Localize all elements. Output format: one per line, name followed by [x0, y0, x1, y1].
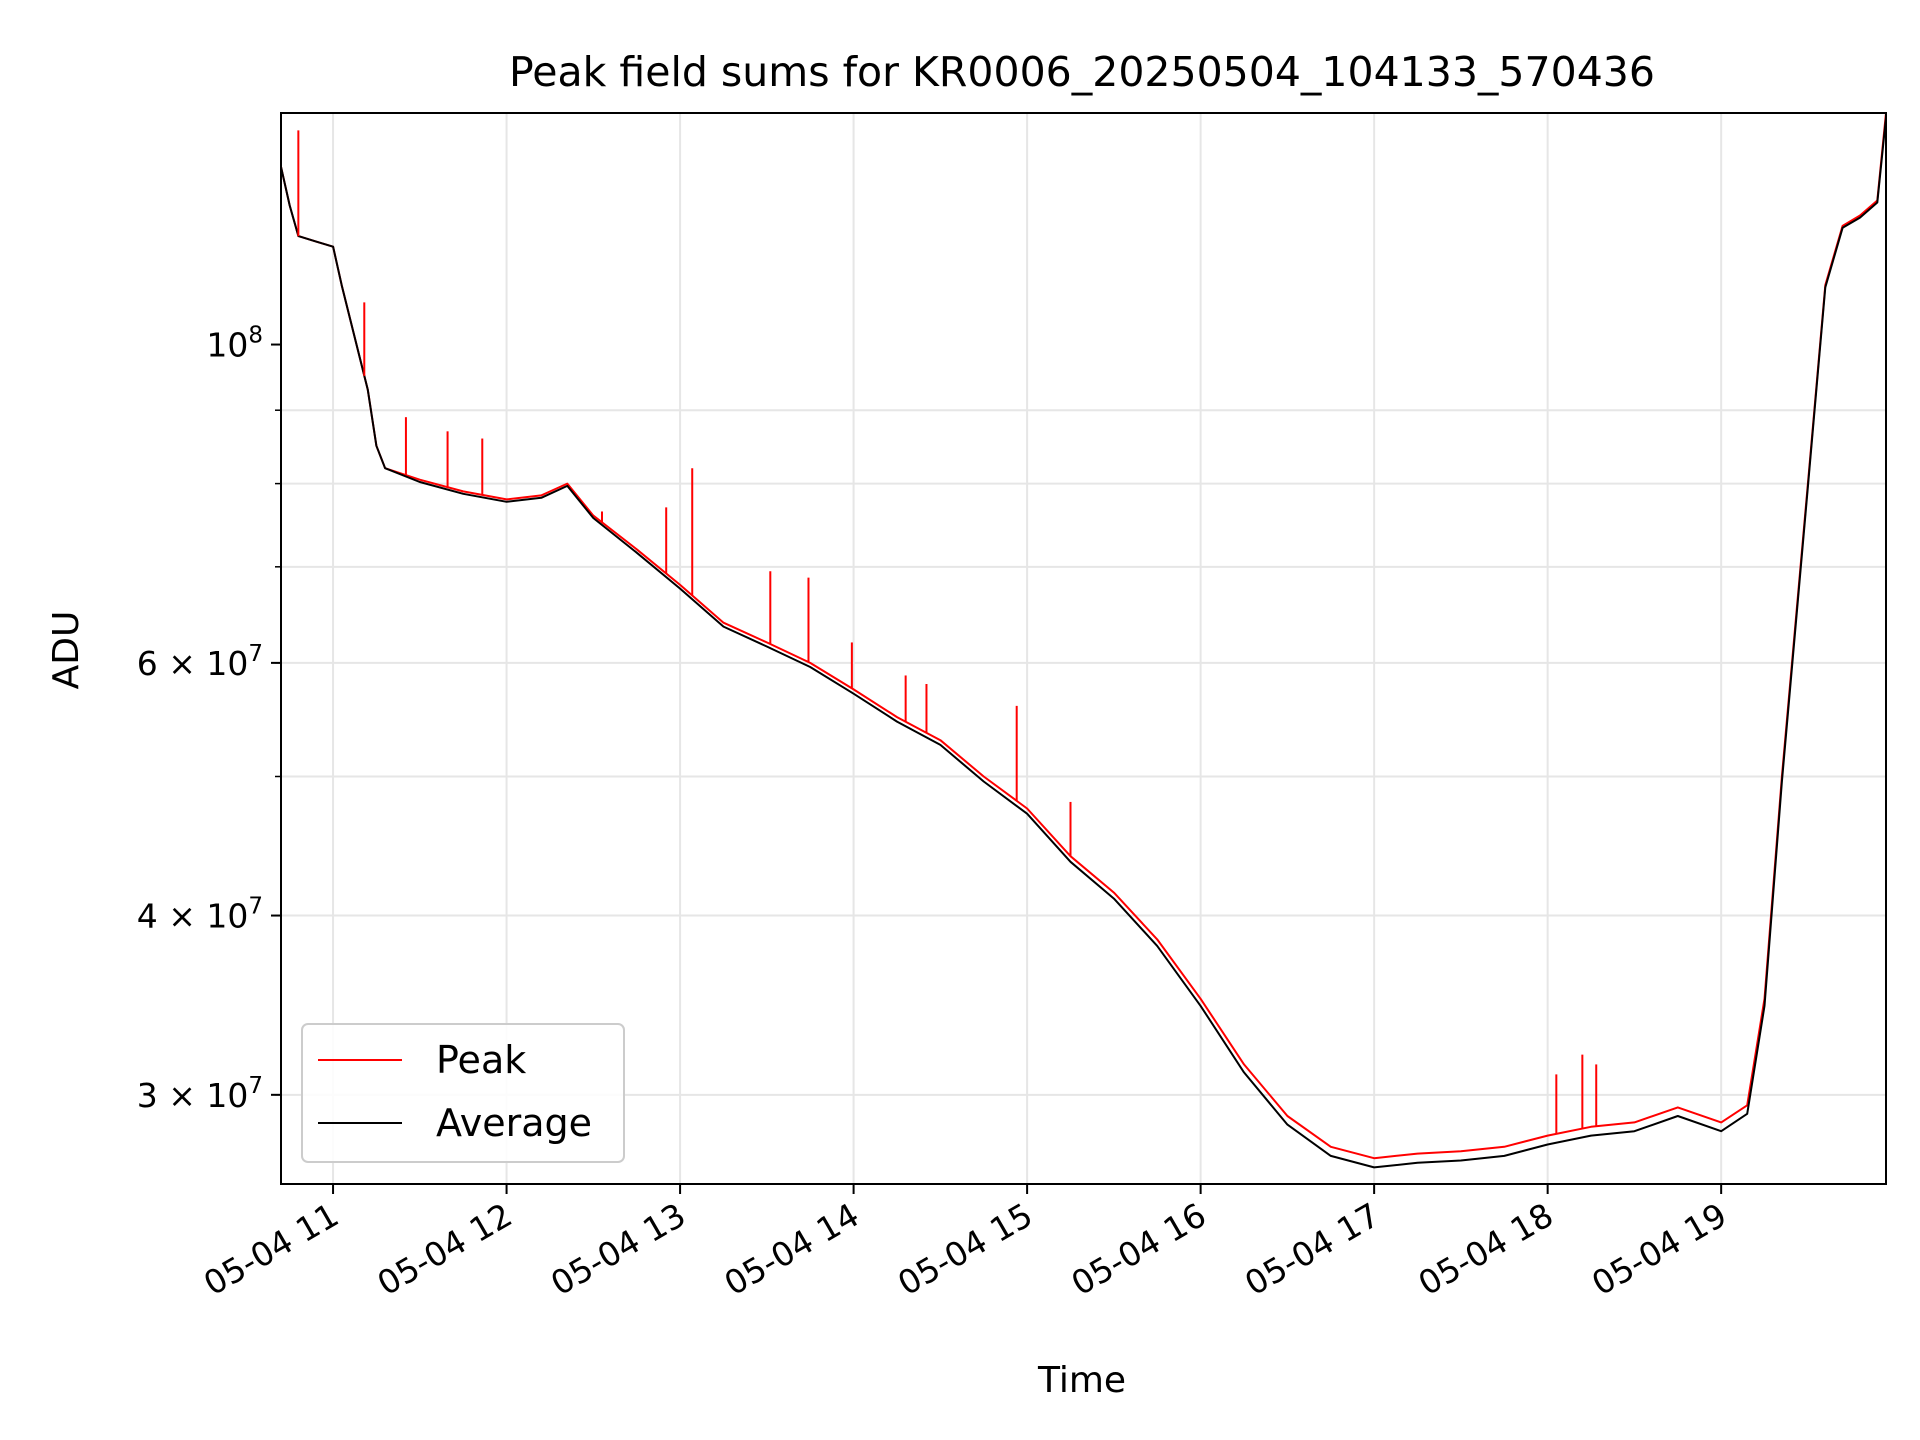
grid [281, 113, 1886, 1184]
x-axis-label: Time [1037, 1360, 1126, 1401]
legend-box [301, 1023, 625, 1163]
series-line-average [280, 117, 1887, 1169]
y-axis-label: ADU [46, 611, 87, 690]
legend-label-peak: Peak [436, 1038, 526, 1082]
chart-title: Peak field sums for KR0006_20250504_1041… [509, 48, 1655, 96]
legend-label-average: Average [436, 1101, 592, 1145]
legend: Peak Average [301, 1023, 625, 1163]
y-tick-label: 4 × 107 [137, 894, 263, 936]
y-tick-label: 6 × 107 [137, 641, 263, 683]
y-tick-label: 3 × 107 [137, 1073, 263, 1115]
series-layer [280, 112, 1887, 1169]
plot-frame [280, 112, 1887, 1185]
y-tick-label: 108 [206, 323, 263, 365]
y-axis: 108 6 × 107 4 × 107 3 × 107 [137, 323, 281, 1115]
